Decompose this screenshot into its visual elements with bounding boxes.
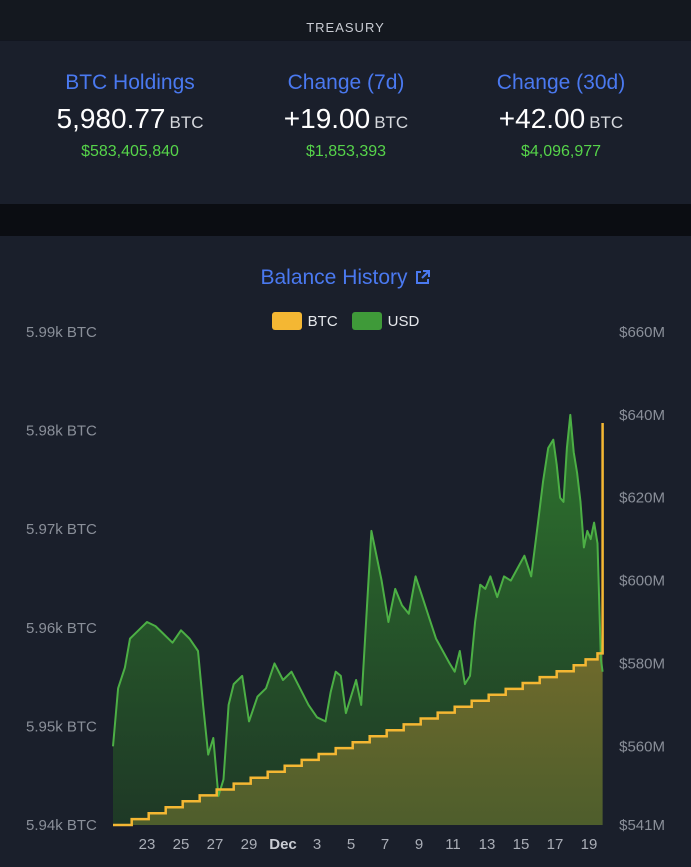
balance-history-panel: Balance History BTC USD 5.99k BTC 5.98k B… [0,236,691,867]
y-right-tick-label: $640M [619,407,665,424]
legend-label-usd: USD [387,312,420,330]
stats-panel: BTC Holdings 5,980.77 BTC $583,405,840 Ch… [0,41,691,204]
stat-number: +42.00 [498,103,586,134]
y-right-tick-label: $600M [619,573,665,590]
y-right-tick-label: $541M [619,817,665,834]
stat-value: +42.00 BTC [446,103,676,135]
section-divider [0,204,691,236]
y-left-tick-label: 5.95k BTC [26,718,97,735]
x-tick-label: Dec [269,836,297,853]
legend-swatch-btc [271,312,302,330]
x-axis: 23 25 27 29 Dec 3 5 7 9 11 13 15 17 19 [139,836,598,853]
stat-label: Change (30d) [496,71,626,94]
chart-title: Balance History [260,266,408,289]
x-tick-label: 27 [207,836,224,853]
stat-usd-value: $1,853,393 [305,143,387,160]
btc-series-line [113,423,604,827]
external-link-icon [414,268,431,292]
legend-label-btc: BTC [307,312,338,330]
x-tick-label: 9 [415,836,423,853]
x-tick-label: 11 [445,836,461,853]
y-axis-left: 5.99k BTC 5.98k BTC 5.97k BTC 5.96k BTC 5.95… [26,324,97,834]
legend-item-usd[interactable]: USD [351,312,420,330]
stat-change-30d: Change (30d) +42.00 BTC $4,096,977 [446,71,676,161]
y-axis-right: $660M $640M $620M $600M $580M $560M $541M [619,324,665,834]
stat-btc-holdings: BTC Holdings 5,980.77 BTC $583,405,840 [15,71,245,161]
usd-series-line [112,413,604,797]
stat-number: +19.00 [283,103,371,134]
legend-item-btc[interactable]: BTC [271,312,338,330]
x-tick-label: 7 [381,836,389,853]
plot-area [112,413,604,827]
legend-swatch-usd [351,312,382,330]
x-tick-label: 15 [513,836,530,853]
stat-label: Change (7d) [287,71,405,94]
y-left-tick-label: 5.96k BTC [26,620,97,637]
y-left-tick-label: 5.97k BTC [26,521,97,538]
stat-usd-value: $583,405,840 [81,143,179,160]
x-tick-label: 29 [241,836,258,853]
y-right-tick-label: $620M [619,490,665,507]
chart-title-link[interactable]: Balance History [0,266,691,292]
header-bar: TREASURY [0,0,691,40]
x-tick-label: 3 [313,836,321,853]
stat-number: 5,980.77 [56,103,166,134]
x-tick-label: 17 [547,836,564,853]
stat-unit: BTC [374,113,409,132]
x-tick-label: 19 [581,836,598,853]
stat-change-7d: Change (7d) +19.00 BTC $1,853,393 [231,71,461,161]
stat-label: BTC Holdings [65,71,195,94]
y-left-tick-label: 5.94k BTC [26,817,97,834]
x-tick-label: 5 [347,836,355,853]
x-tick-label: 25 [173,836,190,853]
y-right-tick-label: $560M [619,738,665,755]
x-tick-label: 23 [139,836,156,853]
stat-value: 5,980.77 BTC [15,103,245,135]
y-left-tick-label: 5.99k BTC [26,324,97,341]
stat-usd-value: $4,096,977 [520,143,602,160]
stat-unit: BTC [589,113,624,132]
btc-series-area [113,423,603,825]
stat-unit: BTC [169,113,204,132]
balance-history-chart: 5.99k BTC 5.98k BTC 5.97k BTC 5.96k BTC 5.95… [26,324,665,853]
y-left-tick-label: 5.98k BTC [26,423,97,440]
y-right-tick-label: $580M [619,655,665,672]
x-tick-label: 13 [479,836,496,853]
section-title: TREASURY [306,19,385,35]
chart-legend: BTC USD [0,312,691,330]
stat-value: +19.00 BTC [231,103,461,135]
y-right-tick-label: $660M [619,324,665,341]
